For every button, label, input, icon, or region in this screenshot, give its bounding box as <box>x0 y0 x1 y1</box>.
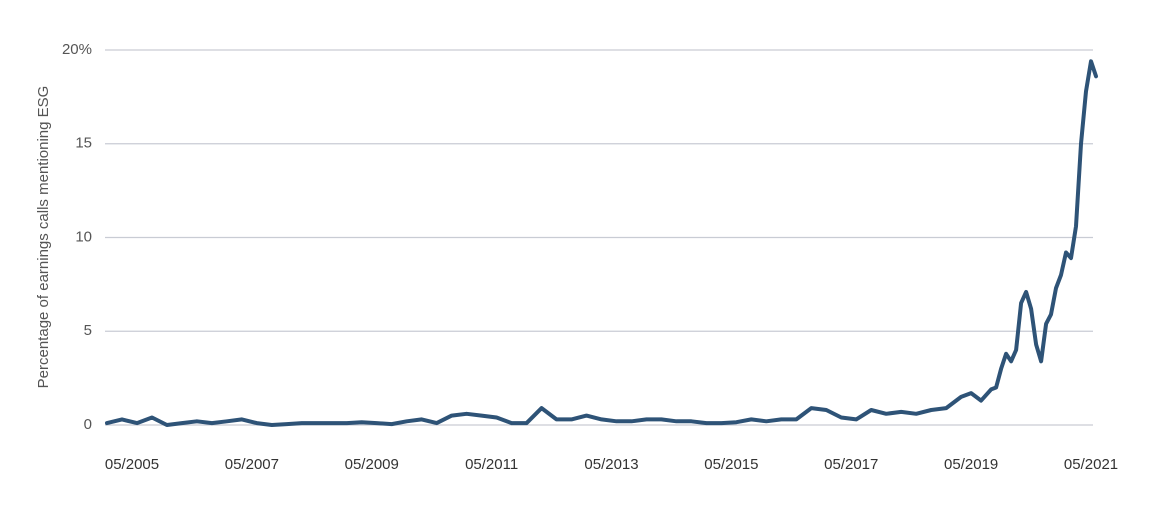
x-tick-label: 05/2013 <box>584 456 638 473</box>
x-tick-label: 05/2015 <box>704 456 758 473</box>
y-tick-label: 0 <box>84 416 92 433</box>
x-tick-label: 05/2005 <box>105 456 159 473</box>
line <box>105 59 1098 427</box>
y-tick-label: 10 <box>75 228 92 245</box>
x-tick-label: 05/2011 <box>465 456 518 473</box>
x-tick-label: 05/2009 <box>345 456 399 473</box>
x-tick-label: 05/2019 <box>944 456 998 473</box>
y-axis-label: Percentage of earnings calls mentioning … <box>35 86 52 389</box>
y-tick-label: 20% <box>62 41 92 58</box>
y-tick-label: 5 <box>84 322 92 339</box>
y-tick-label: 15 <box>75 135 92 152</box>
x-tick-label: 05/2007 <box>225 456 279 473</box>
x-tick-label: 05/2021 <box>1064 456 1118 473</box>
x-tick-label: 05/2017 <box>824 456 878 473</box>
